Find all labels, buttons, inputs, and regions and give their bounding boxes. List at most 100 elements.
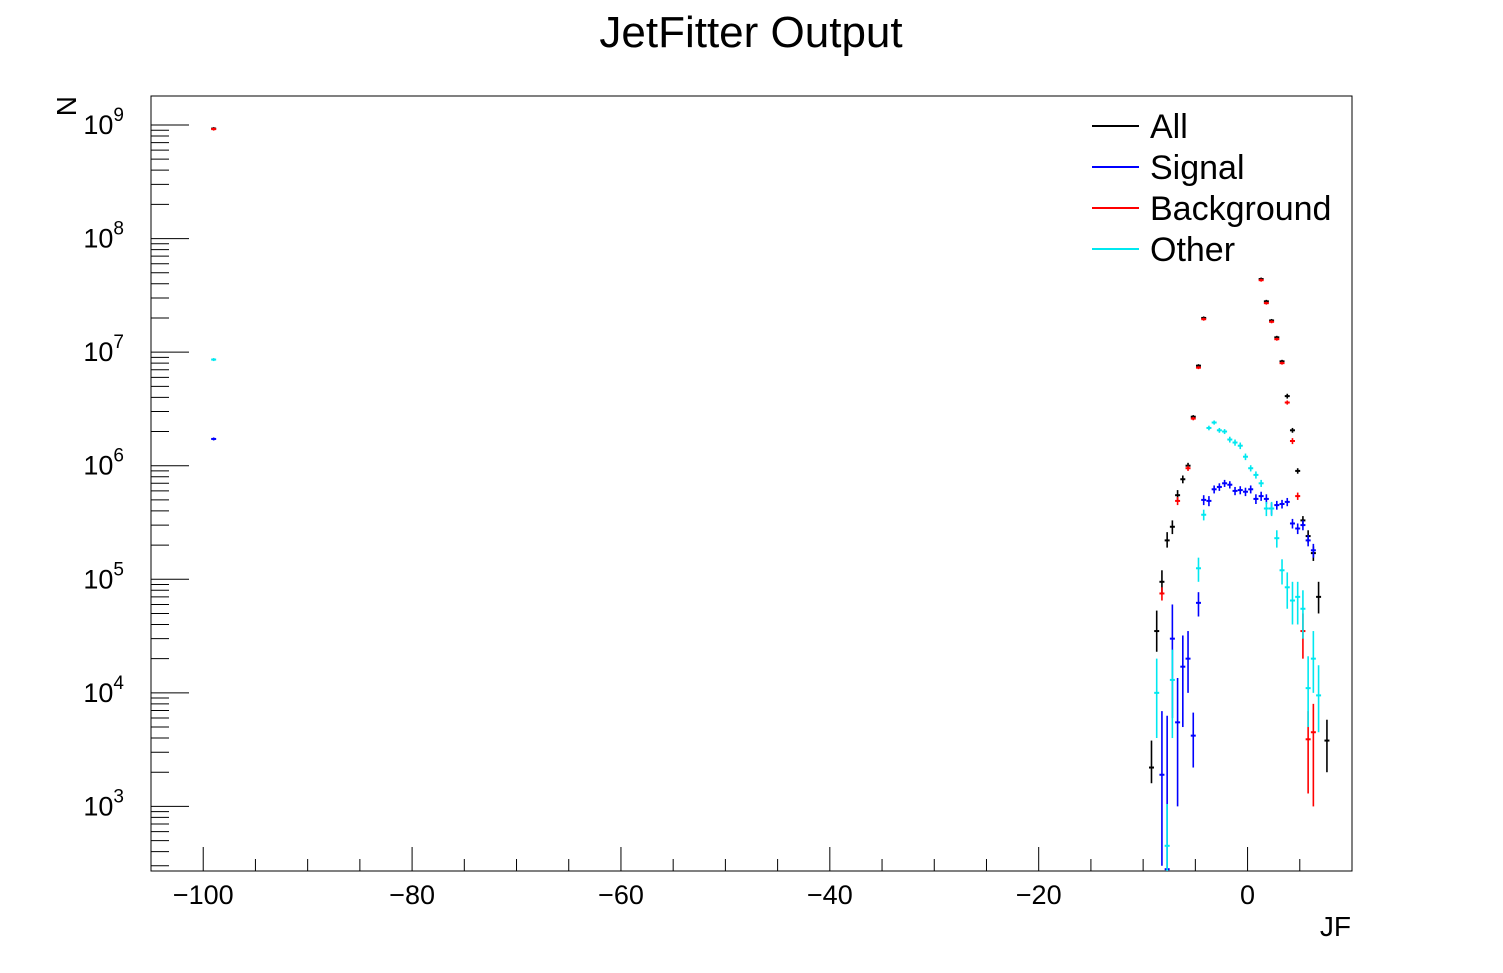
data-point	[1222, 479, 1228, 487]
data-point	[1248, 485, 1254, 494]
data-point	[1216, 483, 1222, 491]
data-point	[1175, 497, 1181, 506]
data-point	[1148, 740, 1154, 784]
series-other	[211, 358, 1322, 871]
data-point	[1195, 557, 1201, 582]
data-point	[1195, 366, 1201, 370]
x-tick-label: 0	[1240, 880, 1255, 910]
data-point	[1258, 278, 1264, 282]
data-point	[1274, 337, 1280, 341]
data-point	[1279, 361, 1285, 365]
chart-title: JetFitter Output	[599, 8, 902, 57]
y-tick-label: 105	[83, 559, 124, 594]
data-point	[1295, 492, 1301, 500]
y-tick-label: 106	[83, 446, 124, 481]
data-point	[1284, 393, 1290, 399]
data-point	[1289, 518, 1295, 529]
data-point	[1175, 678, 1181, 807]
legend-label-background: Background	[1150, 190, 1331, 228]
data-point	[1185, 465, 1191, 471]
data-point	[1305, 535, 1311, 547]
data-point	[1258, 491, 1264, 501]
data-point	[1295, 523, 1301, 535]
data-point	[1180, 475, 1186, 484]
data-point	[1248, 465, 1254, 472]
data-point	[1211, 485, 1217, 494]
data-point	[1169, 520, 1175, 535]
data-point	[1310, 703, 1316, 807]
data-point	[1269, 320, 1275, 324]
data-layer	[211, 127, 1330, 871]
data-point	[1269, 501, 1275, 517]
data-point	[211, 358, 217, 362]
data-point	[1310, 543, 1316, 558]
data-point	[1211, 420, 1217, 425]
data-point	[1279, 499, 1285, 509]
y-tick-label: 107	[83, 332, 124, 367]
x-tick-label: −80	[389, 880, 435, 910]
data-point	[1154, 610, 1160, 652]
data-point	[1159, 711, 1165, 866]
y-tick-label: 109	[83, 105, 124, 140]
data-point	[1227, 436, 1233, 443]
y-tick-label: 103	[83, 786, 124, 821]
legend-label-signal: Signal	[1150, 149, 1245, 187]
data-point	[1284, 497, 1290, 507]
data-point	[1190, 712, 1196, 768]
data-point	[1232, 486, 1238, 496]
data-point	[1253, 471, 1259, 479]
plot-area: −100 −80 −60 −40 −20 0 103 104 105 106 107 108 109	[83, 95, 1353, 910]
data-point	[1164, 804, 1170, 871]
data-point	[1289, 581, 1295, 625]
data-point	[1201, 495, 1207, 506]
series-signal	[211, 437, 1316, 871]
data-point	[1159, 587, 1165, 601]
data-point	[1284, 400, 1290, 405]
x-axis-label: JF	[1320, 911, 1351, 942]
data-point	[1206, 425, 1212, 431]
data-point	[1164, 532, 1170, 548]
data-point	[1295, 468, 1301, 474]
data-point	[1324, 719, 1330, 773]
legend-label-all: All	[1150, 108, 1188, 146]
data-point	[1185, 631, 1191, 693]
x-tick-label: −100	[173, 880, 234, 910]
data-point	[1232, 439, 1238, 446]
data-point	[1263, 501, 1269, 517]
data-point	[1279, 559, 1285, 585]
data-point	[1300, 520, 1306, 531]
data-point	[1216, 427, 1222, 433]
data-point	[1274, 530, 1280, 548]
y-tick-label: 104	[83, 673, 124, 708]
data-point	[1154, 658, 1160, 739]
y-axis-label: N	[51, 96, 82, 116]
data-point	[1237, 486, 1243, 495]
legend-label-other: Other	[1150, 231, 1235, 269]
data-point	[1310, 631, 1316, 693]
data-point	[1274, 500, 1280, 510]
data-point	[1289, 438, 1295, 445]
y-tick-label: 108	[83, 219, 124, 254]
data-point	[1316, 581, 1322, 614]
data-point	[1258, 479, 1264, 487]
x-tick-label: −40	[807, 880, 853, 910]
data-point	[1237, 442, 1243, 450]
data-point	[1195, 592, 1201, 617]
x-tick-label: −60	[598, 880, 644, 910]
data-point	[1289, 427, 1295, 433]
data-point	[1242, 453, 1248, 461]
data-point	[1169, 649, 1175, 739]
data-point	[1180, 635, 1186, 728]
series-background	[211, 127, 1316, 807]
data-point	[1295, 581, 1301, 625]
data-point	[1316, 665, 1322, 733]
data-point	[1190, 416, 1196, 421]
data-point	[211, 127, 217, 131]
data-point	[1227, 481, 1233, 489]
data-point	[1222, 429, 1228, 435]
data-point	[1242, 487, 1248, 497]
data-point	[1263, 301, 1269, 305]
